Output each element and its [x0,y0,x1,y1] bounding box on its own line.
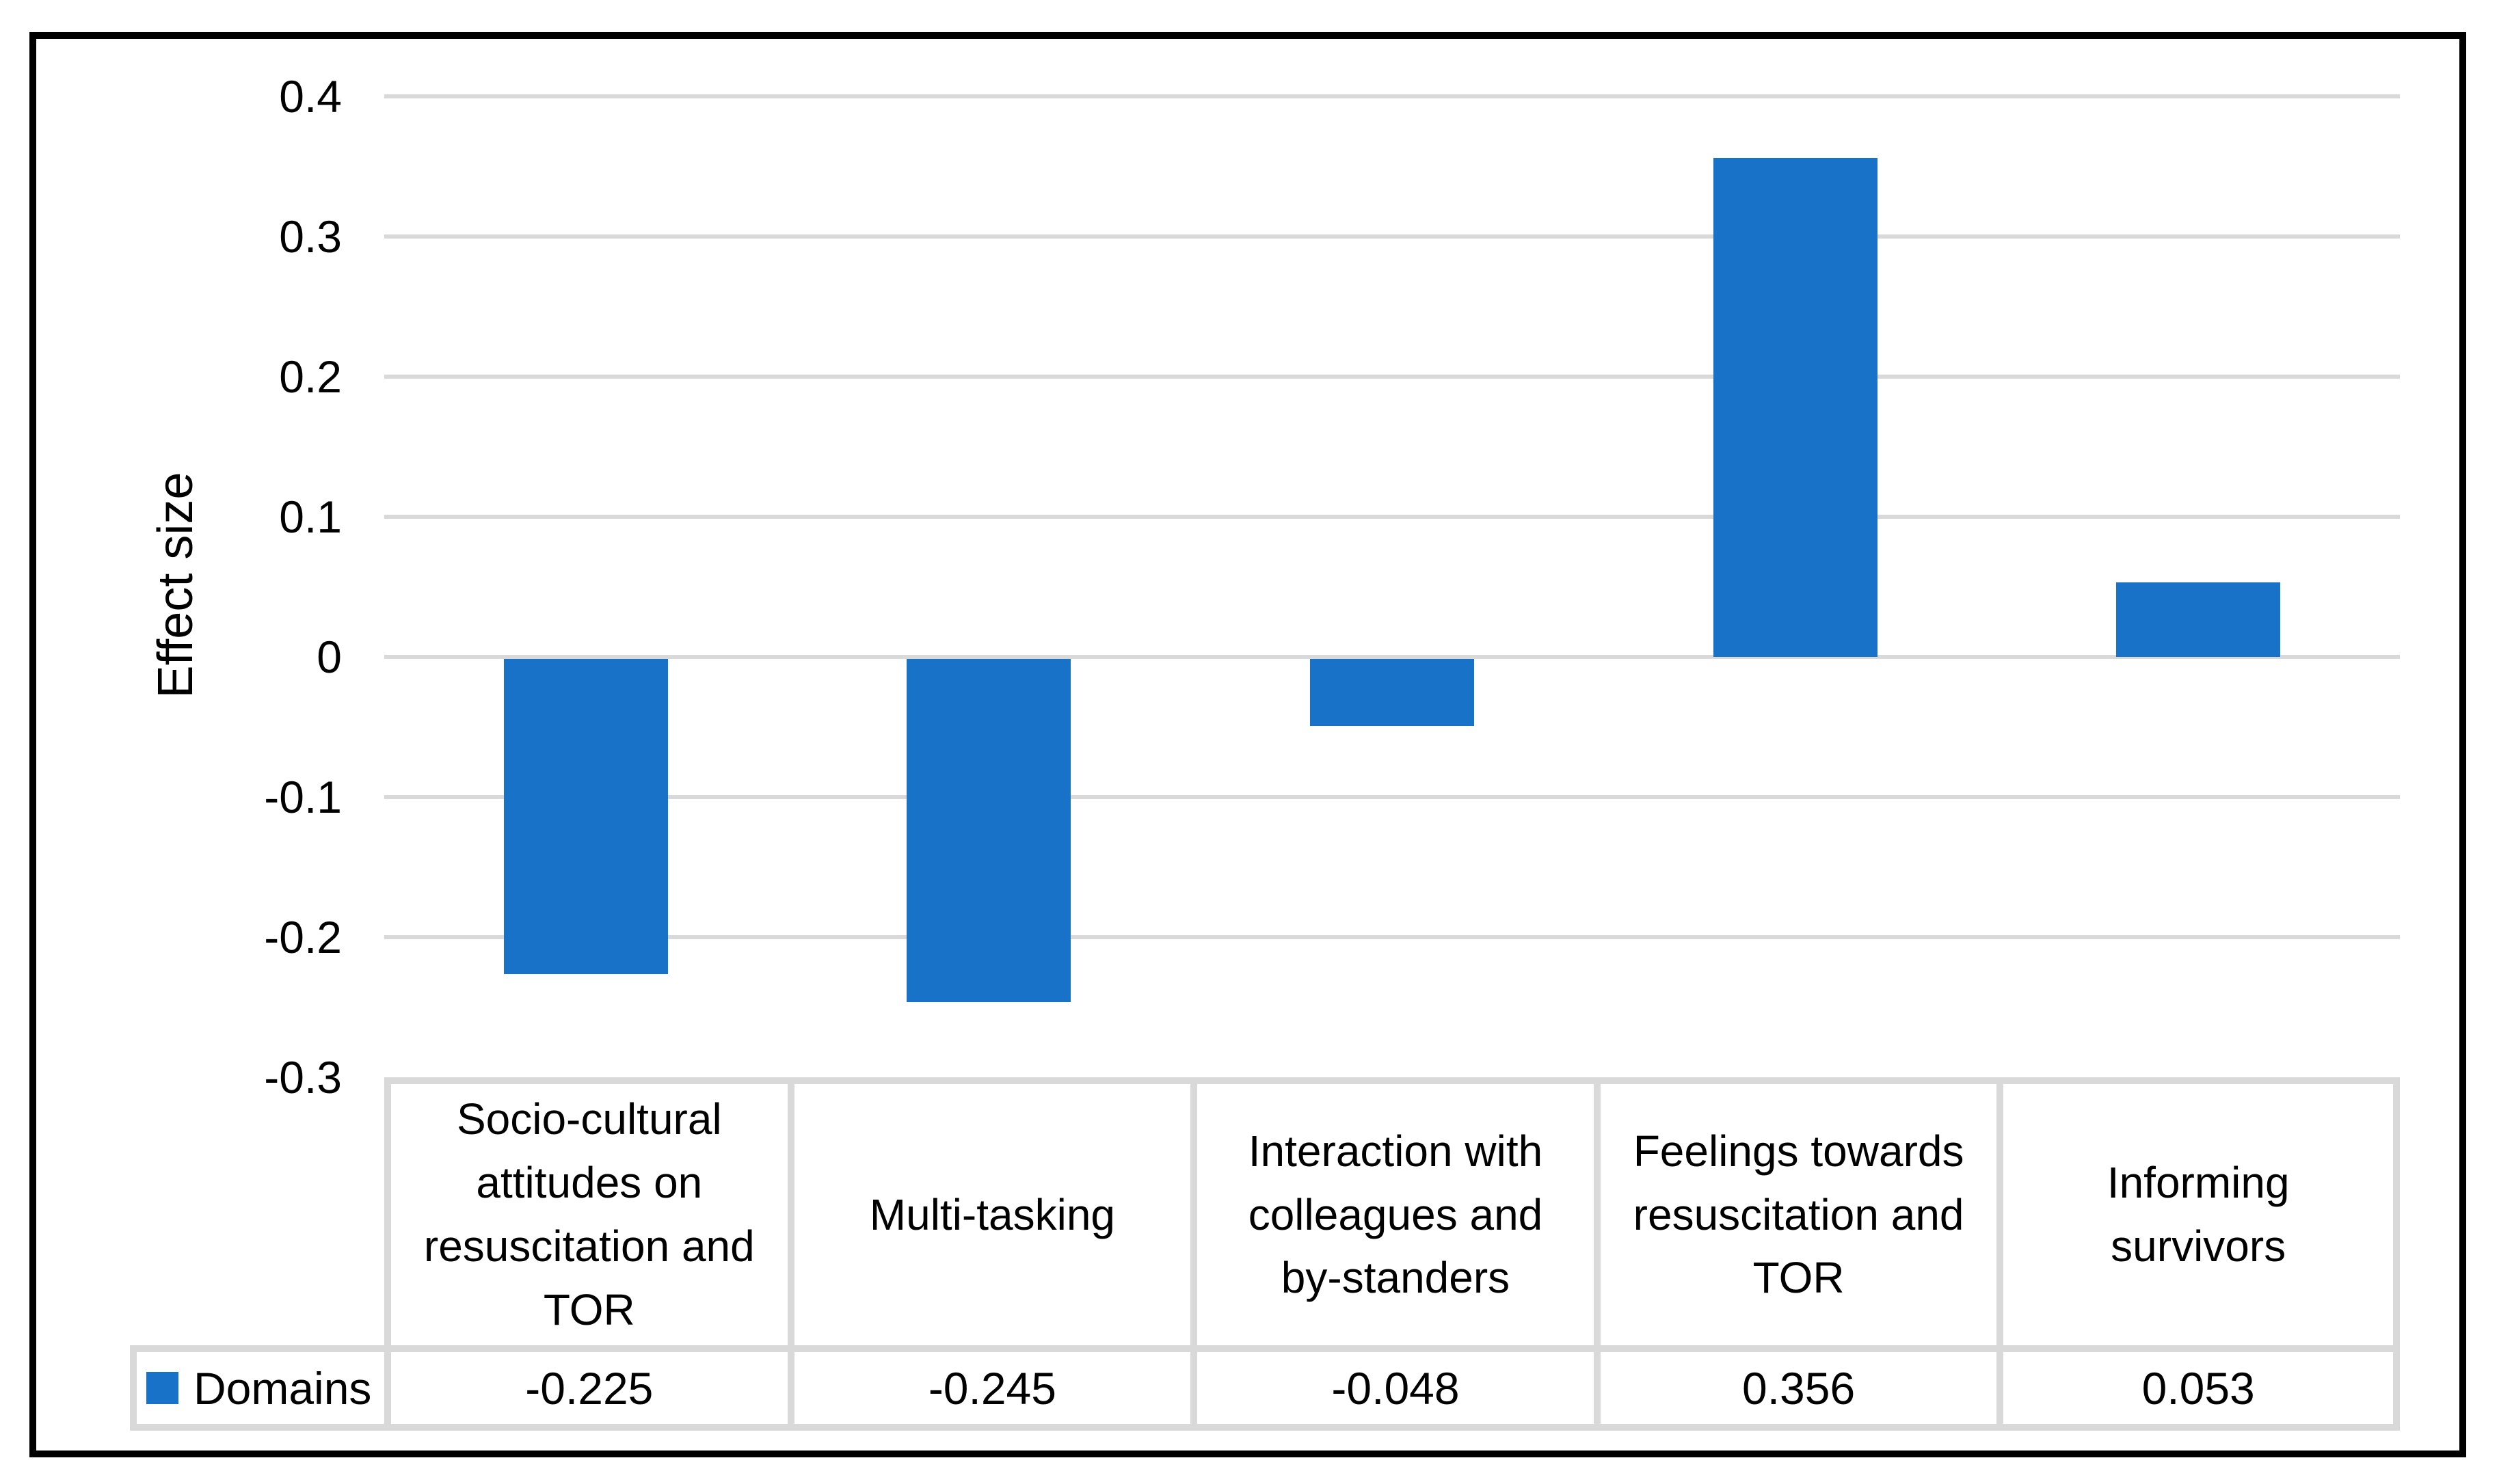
y-tick-label: -0.1 [264,772,342,822]
y-tick-label: 0.4 [279,71,342,122]
y-tick-label: 0.1 [279,491,342,542]
gridline [384,94,2400,98]
gridline [384,515,2400,519]
bar [907,659,1071,1003]
y-tick-label: -0.3 [264,1052,342,1103]
gridline [384,375,2400,379]
bar [1310,659,1474,727]
bar [503,659,668,975]
value-cell: -0.245 [787,1352,1191,1424]
bar [2116,582,2281,657]
y-tick-label: 0 [317,632,342,682]
legend-label: Domains [193,1362,372,1414]
y-tick-label: 0.2 [279,351,342,402]
category-cell: Multi-tasking [787,1084,1191,1345]
category-cell: Feelings towards resuscitation and TOR [1593,1084,1997,1345]
legend-cell: Domains [130,1352,384,1424]
category-cell: Socio-cultural attitudes on resuscitatio… [384,1084,788,1345]
y-tick-label: 0.3 [279,211,342,262]
y-tick-label: -0.2 [264,912,342,962]
gridline [384,795,2400,799]
category-cell: Interaction with colleagues and by-stand… [1190,1084,1594,1345]
data-table-category-row: Socio-cultural attitudes on resuscitatio… [384,1077,2400,1345]
y-axis-title: Effect size [148,472,203,699]
data-table-value-row: Domains -0.225 -0.245 -0.048 0.356 0.053 [130,1345,2400,1431]
value-cell: -0.225 [384,1352,788,1424]
legend-swatch-icon [146,1372,178,1404]
value-cell: -0.048 [1190,1352,1594,1424]
chart-frame: Effect size 0.4 0.3 0.2 0.1 0 -0.1 -0.2 -0.3 So… [29,32,2466,1457]
value-cell: 0.356 [1593,1352,1997,1424]
gridline [384,234,2400,239]
bar [1713,158,1877,657]
gridline [384,935,2400,939]
value-cell: 0.053 [1996,1352,2400,1424]
category-cell: Informing survivors [1996,1084,2400,1345]
gridline [384,655,2400,659]
